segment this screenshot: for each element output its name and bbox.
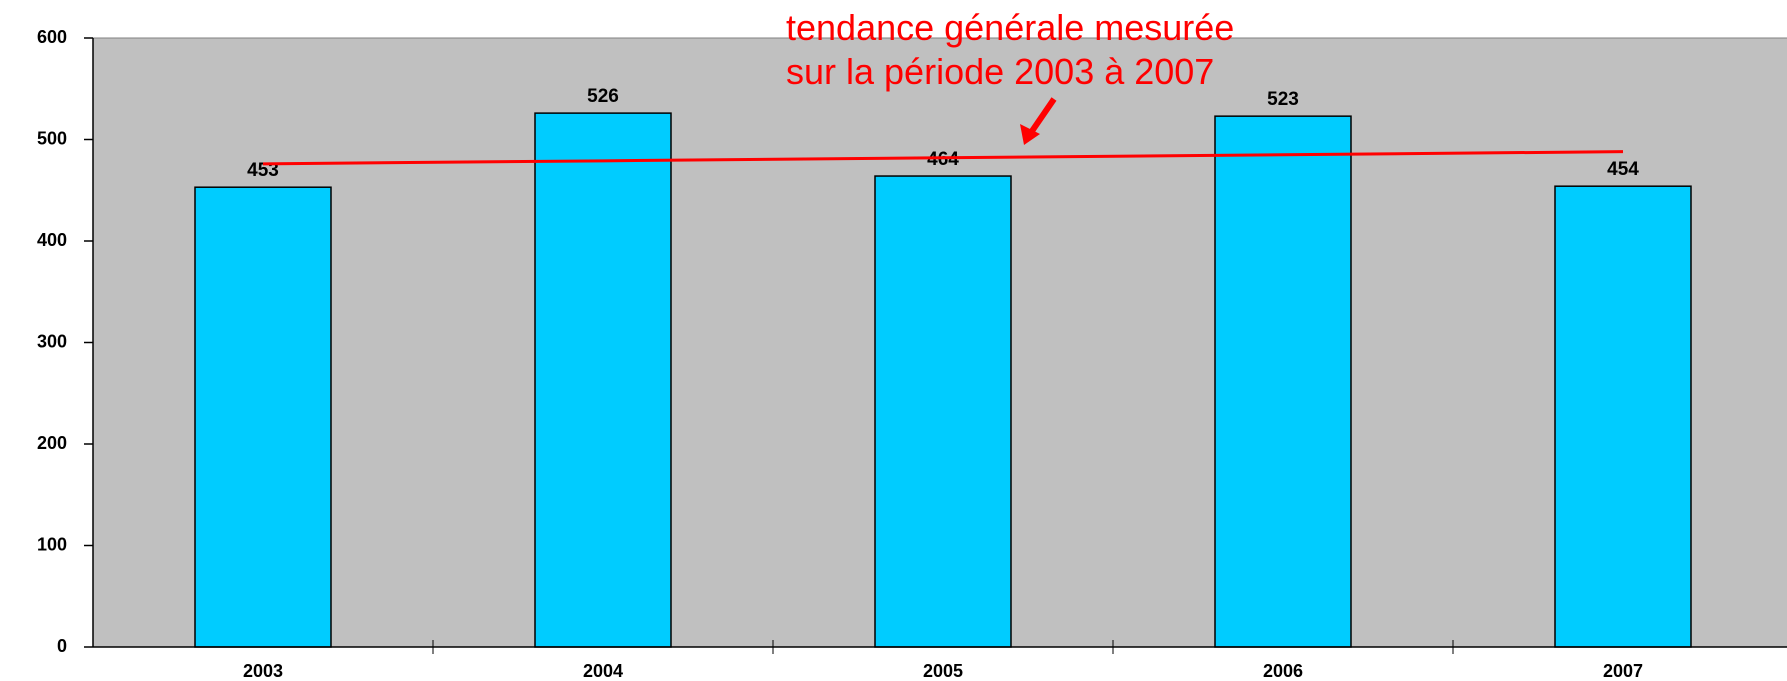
y-tick-label: 600 — [37, 27, 67, 47]
y-tick-label: 300 — [37, 331, 67, 351]
x-tick-label: 2003 — [243, 661, 283, 681]
x-tick-label: 2006 — [1263, 661, 1303, 681]
trend-line — [262, 150, 1624, 166]
y-tick-label: 0 — [57, 636, 67, 656]
value-label: 523 — [1267, 89, 1299, 110]
y-tick-label: 500 — [37, 128, 67, 148]
value-label: 454 — [1607, 159, 1639, 180]
value-label: 464 — [927, 149, 959, 170]
y-tick-label: 200 — [37, 433, 67, 453]
value-label: 526 — [587, 86, 619, 107]
bar — [534, 112, 672, 648]
arrow-head — [1020, 124, 1040, 145]
x-tick-label: 2004 — [583, 661, 623, 681]
y-tick-label: 400 — [37, 230, 67, 250]
bar — [874, 175, 1012, 648]
y-tick-label: 100 — [37, 534, 67, 554]
bar — [194, 186, 332, 648]
value-label: 453 — [247, 160, 279, 181]
annotation: tendance générale mesurée — [786, 7, 1234, 48]
arrow-shaft — [1027, 97, 1057, 136]
annotation: sur la période 2003 à 2007 — [786, 51, 1214, 92]
bar — [1554, 185, 1692, 648]
x-tick-label: 2007 — [1603, 661, 1643, 681]
x-tick-label: 2005 — [923, 661, 963, 681]
marks: 0 100 200 300 400 500 600 2003 453 2004 526 2005 464… — [37, 27, 1787, 681]
bar — [1214, 115, 1352, 648]
